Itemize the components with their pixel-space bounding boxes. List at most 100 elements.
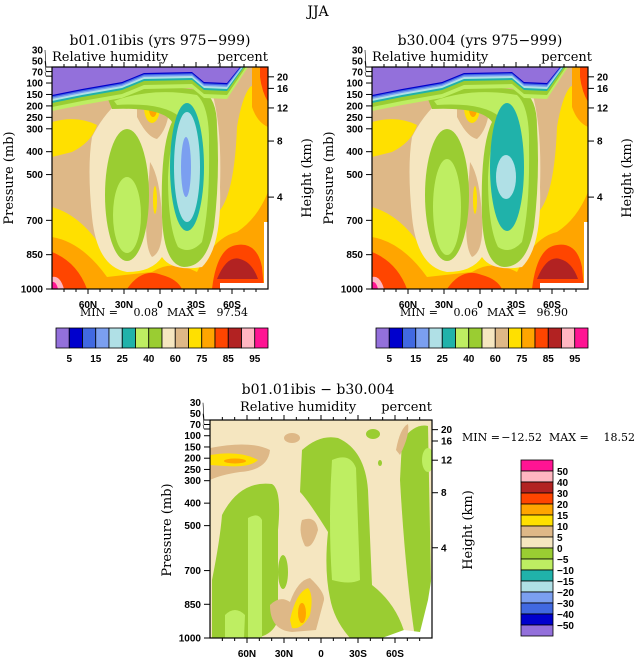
min-value: 0.06 [454,306,479,319]
colorbar-box [428,327,443,349]
x-tick-label: 0 [477,300,483,311]
colorbar-box [520,602,554,615]
colorbar-label: 60 [490,354,502,365]
colorbar-box [520,503,554,516]
colorbar-box [520,481,554,494]
y2-tick-label: 4 [597,193,603,204]
contour-region [127,272,182,289]
y-tick-leader [202,413,205,425]
missing-data [540,283,588,289]
y2-tick-label: 16 [277,84,289,95]
colorbar-box [161,327,176,349]
y-tick-label: 100 [346,79,363,90]
colorbar-box [520,580,554,593]
colorbar-box [520,558,554,571]
y-axis-label: Pressure (mb) [2,131,17,224]
colorbar-box [534,327,549,349]
y-tick-label: 500 [346,170,363,181]
y2-tick-label: 16 [597,84,609,95]
contour-region [372,119,417,157]
panel-title: b30.004 (yrs 975−999) [398,33,563,49]
max-value: 97.54 [217,306,249,319]
y-tick-label: 700 [346,216,363,227]
y-tick-label: 150 [26,90,43,101]
colorbar-label: 25 [437,354,449,365]
colorbar-box [415,327,430,349]
colorbar-box [201,327,216,349]
y-tick-label: 100 [26,79,43,90]
colorbar-label: 95 [249,354,261,365]
units-label: percent [541,50,593,65]
y-tick-label: 70 [32,68,44,79]
y-tick-label: 30 [32,46,44,57]
y-tick-label: 400 [346,147,363,158]
colorbar-label: 15 [557,511,569,522]
y-tick-label: 850 [346,250,363,261]
y-tick-label: 1000 [21,285,44,296]
contour-region [52,192,268,289]
colorbar-label: 30 [557,489,569,500]
contour-region [260,67,268,102]
colorbar-label: 25 [117,354,129,365]
max-value: 96.90 [537,306,569,319]
colorbar-box [481,327,496,349]
missing-data [220,283,268,289]
colorbar-box [508,327,523,349]
x-tick-label: 30N [275,649,293,659]
max-value: 18.52 [604,431,636,444]
colorbar-box [561,327,576,349]
colorbar-box [547,327,562,349]
colorbar-label: 75 [196,354,208,365]
y-tick-label: 700 [184,566,201,577]
variable-label: Relative humidity [240,400,357,415]
colorbar-box [121,327,136,349]
colorbar-label: 85 [223,354,235,365]
colorbar-label: 40 [557,478,569,489]
min-value: −12.52 [501,431,542,444]
contour-region [580,67,588,102]
y2-tick-label: 20 [277,72,289,83]
missing-data [584,222,588,289]
y2-tick-label: 12 [277,103,289,114]
colorbar-label: 75 [516,354,528,365]
contour-region [372,192,588,289]
contour-region [366,429,380,439]
x-tick-label: 0 [318,649,324,659]
y-tick-label: 100 [184,431,201,442]
y-tick-label: 1000 [179,634,202,645]
units-label: percent [217,50,269,65]
contour-region [224,458,246,464]
axes: 3050701001502002503004005007008501000201… [179,398,453,659]
y-tick-label: 500 [26,170,43,181]
y2-tick-label: 8 [277,137,283,148]
colorbar-label: 60 [170,354,182,365]
variable-label: Relative humidity [52,50,169,65]
colorbar-label: −10 [557,566,574,577]
y-tick-label: 50 [32,57,44,68]
contour-region [433,159,461,255]
x-tick-label: 30S [349,649,367,659]
colorbar-label: 95 [569,354,581,365]
y-tick-label: 150 [346,90,363,101]
y-tick-leader [364,50,367,68]
colorbar-box [188,327,203,349]
y-tick-label: 200 [346,101,363,112]
variable-label: Relative humidity [372,50,489,65]
contour-region [382,575,432,638]
contour-region [113,177,141,253]
min-label: MIN = [400,306,438,319]
x-tick-label: 30N [115,300,133,311]
panel-title: b01.01ibis (yrs 975−999) [70,33,251,49]
colorbar-label: −40 [557,610,574,621]
min-value: 0.08 [134,306,159,319]
colorbar-box [520,536,554,549]
contour-region [473,186,477,214]
y-tick-label: 300 [26,124,43,135]
contour-region [248,515,262,638]
contour-region [400,425,432,638]
contour-region [537,258,578,279]
colorbar-box [254,327,269,349]
y-tick-label: 850 [184,600,201,611]
contour-region [52,252,87,289]
colorbar-label: 15 [410,354,422,365]
